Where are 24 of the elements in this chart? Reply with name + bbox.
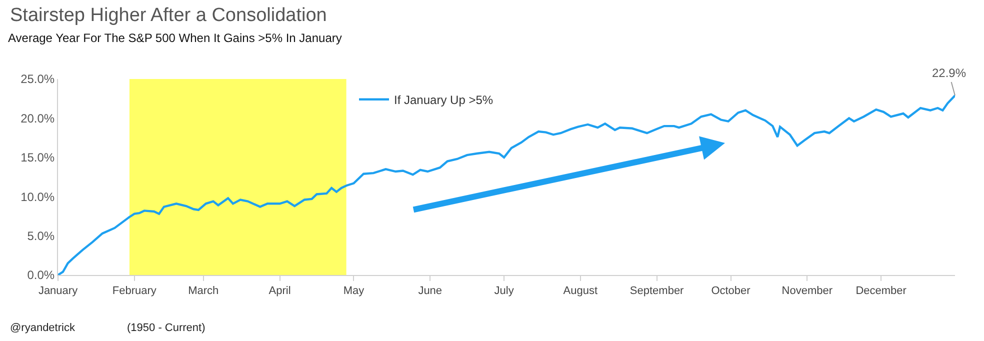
y-tick-label: 10.0% (20, 190, 55, 204)
x-tick-label: March (188, 285, 219, 298)
annotation: 22.9% (932, 66, 966, 80)
legend-label: If January Up >5% (394, 93, 494, 108)
x-tick-label: May (343, 285, 365, 298)
text: (1950 - Current) (127, 322, 206, 334)
y-tick-label: 25.0% (20, 72, 55, 86)
x-tick-label: September (630, 285, 684, 298)
y-tick-label: 5.0% (27, 229, 55, 243)
text: @ryandetrick (10, 322, 76, 334)
x-tick-label: October (711, 285, 751, 298)
x-tick-label: January (38, 285, 78, 298)
x-tick-label: November (782, 285, 833, 298)
y-tick-label: 0.0% (27, 268, 55, 282)
y-tick-label: 20.0% (20, 111, 55, 126)
chart-title: Stairstep Higher After a Consolidation (10, 5, 327, 26)
x-tick-label: July (494, 285, 514, 298)
x-tick-label: February (112, 285, 157, 298)
x-tick-label: April (268, 285, 291, 298)
x-tick-label: August (563, 285, 598, 298)
chart-subtitle: Average Year For The S&P 500 When It Gains >5% In January (8, 31, 342, 45)
x-tick-label: June (418, 285, 442, 298)
y-tick-label: 15.0% (20, 150, 55, 165)
x-tick-label: December (856, 285, 907, 298)
